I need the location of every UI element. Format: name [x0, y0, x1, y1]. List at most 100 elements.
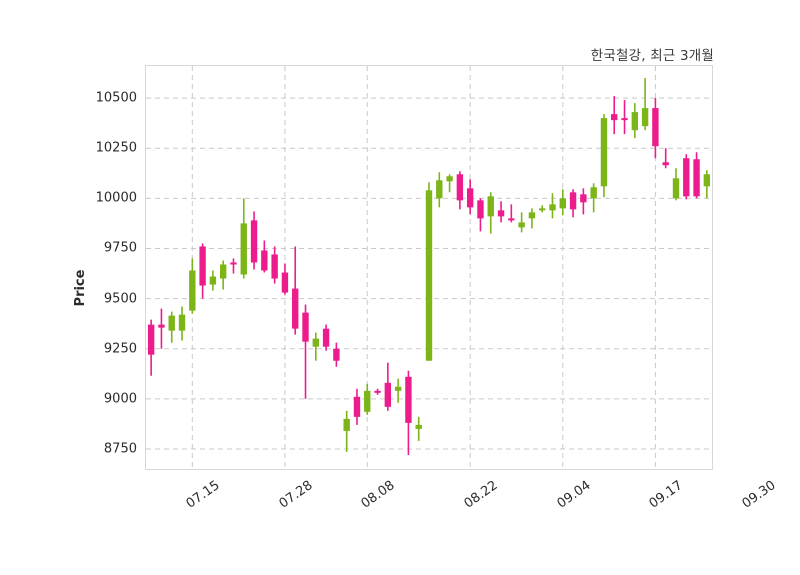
y-tick-label: 9000 [103, 391, 137, 407]
x-axis-tick-labels: 07.15 07.28 08.08 08.22 09.04 09.17 09.30 [0, 478, 800, 568]
candlestick [621, 100, 628, 135]
candlestick [230, 258, 237, 274]
candle-body [528, 212, 536, 219]
candlestick [703, 170, 711, 199]
candlestick [209, 270, 217, 291]
y-axis-tick-labels: 8750 9000 9250 9500 9750 10000 10250 10500 [0, 0, 137, 575]
candle-body [569, 192, 577, 210]
candle-body [199, 246, 206, 286]
candle-body [580, 194, 587, 203]
candlestick [415, 416, 422, 441]
candlestick [271, 246, 278, 284]
candlestick [446, 174, 453, 193]
y-tick-label: 10250 [95, 140, 137, 156]
candle-body [271, 254, 278, 279]
candlestick [580, 188, 587, 215]
candlestick [240, 198, 247, 279]
candle-body [353, 396, 361, 417]
candle-body [158, 324, 165, 328]
candle-body [611, 114, 618, 121]
candle-body [641, 108, 649, 127]
candlestick [611, 96, 618, 135]
candlestick [466, 179, 474, 215]
plot-area [145, 65, 713, 470]
candle-body [333, 348, 340, 361]
candle-body [672, 178, 680, 199]
candlestick [518, 212, 525, 233]
candle-body [652, 108, 659, 147]
candle-body [621, 118, 628, 121]
candlestick [497, 201, 505, 223]
candle-body [384, 382, 392, 407]
candle-body [693, 159, 700, 197]
candlestick [528, 208, 536, 229]
candlestick [189, 258, 196, 314]
candlestick [456, 171, 464, 210]
candle-body [364, 390, 371, 412]
candlestick [333, 342, 340, 367]
candle-body [405, 376, 412, 423]
candle-body [240, 223, 247, 275]
candle-body [446, 176, 453, 182]
candlestick [549, 193, 556, 219]
candlestick [693, 152, 700, 199]
y-tick-label: 10500 [95, 90, 137, 106]
candle-body [189, 270, 196, 311]
candle-body [178, 314, 186, 331]
candlestick [353, 388, 361, 425]
candle-body [147, 324, 155, 355]
candlestick [384, 362, 392, 411]
candlestick [539, 205, 546, 213]
y-tick-label: 8750 [103, 441, 137, 457]
candlestick [425, 182, 433, 361]
candle-body [281, 272, 289, 293]
y-tick-label: 10000 [95, 190, 137, 206]
candle-body [250, 220, 258, 263]
candle-body [703, 174, 711, 187]
y-tick-label: 9750 [103, 240, 137, 256]
candle-body [168, 315, 175, 331]
candlestick [631, 103, 639, 139]
candlestick [662, 148, 669, 169]
candle-body [590, 187, 597, 199]
candlestick [158, 308, 165, 349]
candle-body [261, 250, 268, 271]
candlestick [477, 198, 484, 232]
candle-body [631, 112, 639, 131]
x-tick-label: 08.22 [461, 478, 501, 512]
candle-body [374, 390, 381, 393]
candle-body [662, 162, 669, 166]
candle-body [209, 276, 217, 285]
candle-body [322, 328, 330, 347]
candle-body [497, 210, 505, 217]
x-tick-label: 08.08 [358, 478, 398, 512]
candlestick [641, 78, 649, 131]
candlestick [405, 370, 412, 455]
candlestick [600, 114, 608, 198]
candlestick [199, 243, 206, 299]
candlestick [436, 172, 443, 208]
candlestick [374, 388, 381, 395]
candle-body [312, 338, 319, 347]
candlestick [487, 192, 494, 234]
candle-body [394, 386, 402, 391]
candle-body [518, 222, 525, 228]
candle-body [425, 190, 433, 361]
y-tick-label: 9500 [103, 291, 137, 307]
candle-body [302, 312, 309, 342]
candle-body [343, 418, 350, 431]
candle-body [415, 424, 422, 429]
candlestick [147, 319, 155, 376]
x-tick-label: 09.04 [554, 478, 594, 512]
candlestick [168, 311, 175, 343]
candlestick [322, 324, 330, 351]
candlestick [219, 260, 227, 290]
x-tick-label: 07.15 [183, 478, 223, 512]
candle-body [549, 204, 556, 211]
candlestick [178, 306, 186, 341]
candlestick-series [146, 66, 712, 469]
candle-body [219, 264, 227, 279]
candlestick [394, 378, 402, 403]
candlestick [364, 383, 371, 415]
